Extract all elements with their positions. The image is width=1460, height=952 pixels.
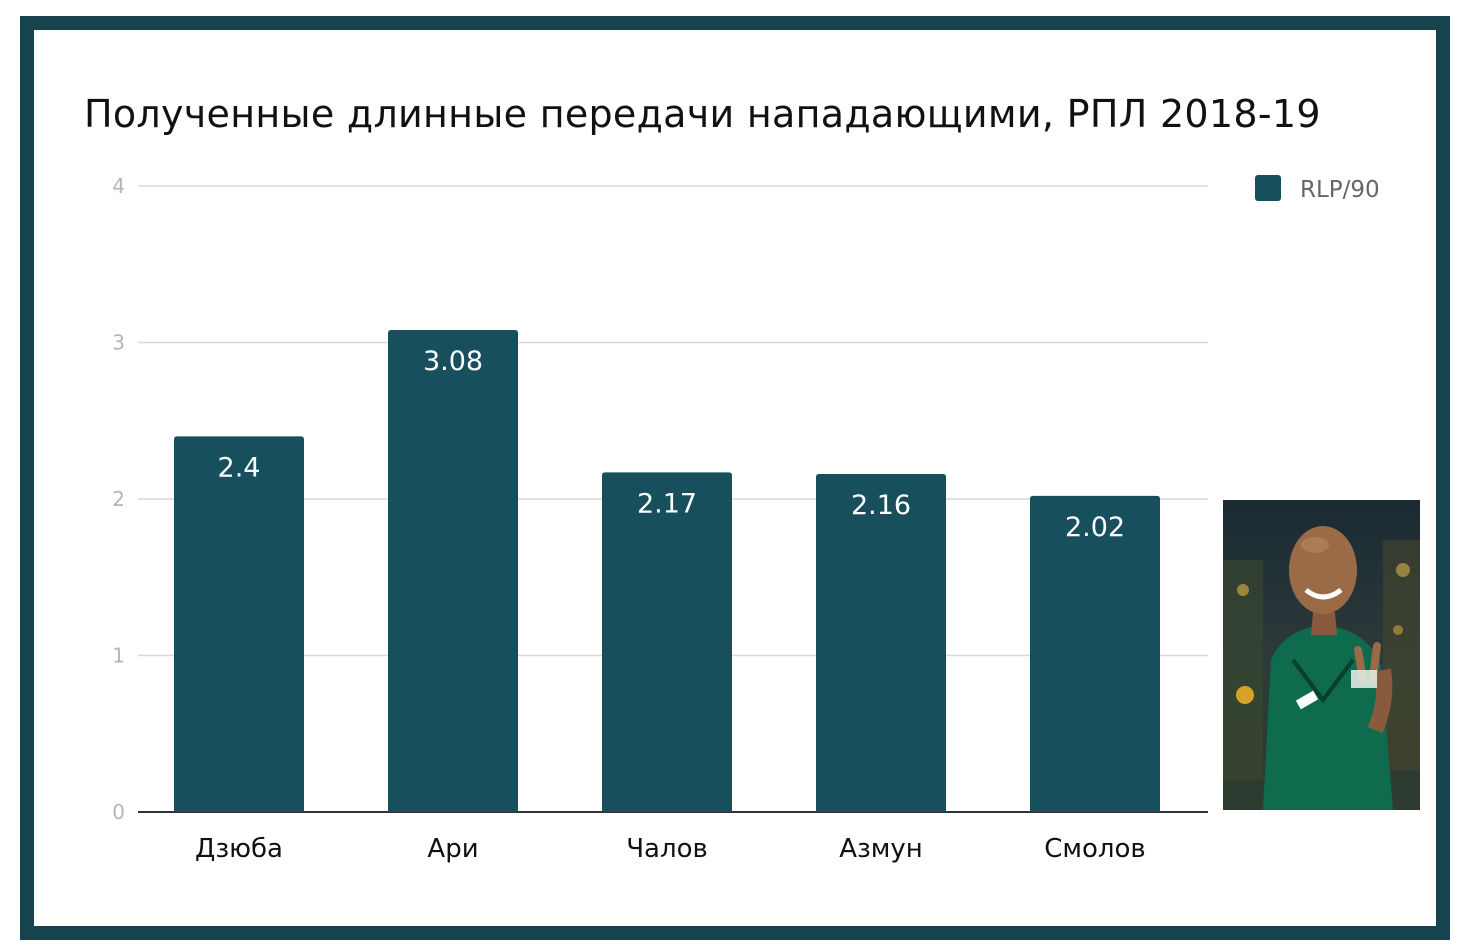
bar-0: [174, 436, 304, 812]
data-label-3: 2.16: [851, 490, 911, 521]
player-photo-icon: [1223, 500, 1420, 810]
data-label-0: 2.4: [218, 452, 261, 483]
bar-3: [816, 473, 946, 812]
y-tick-label-0: 0: [112, 800, 125, 824]
data-label-4: 2.02: [1065, 512, 1125, 543]
bar-layer: 2.4 Дзюба 3.08 Ари 2.17 Чалов 2.16 Азмун 2.02 Смо…: [174, 329, 1160, 864]
x-tick-label-4: Смолов: [1044, 834, 1146, 864]
y-tick-label-2: 2: [112, 487, 125, 511]
x-tick-label-3: Азмун: [839, 834, 923, 864]
x-tick-label-2: Чалов: [626, 834, 708, 864]
legend-swatch: [1255, 175, 1281, 201]
y-tick-label-3: 3: [112, 331, 125, 355]
bar-1: [388, 329, 518, 812]
legend: RLP/90: [1255, 175, 1380, 203]
data-label-2: 2.17: [637, 488, 697, 519]
bar-4: [1030, 495, 1160, 812]
chart-title: Полученные длинные передачи нападающими,…: [84, 92, 1321, 136]
data-label-1: 3.08: [423, 346, 483, 377]
legend-label: RLP/90: [1300, 177, 1380, 203]
y-tick-label-1: 1: [112, 644, 125, 668]
x-tick-label-0: Дзюба: [195, 834, 283, 864]
bar-2: [602, 472, 732, 812]
x-tick-label-1: Ари: [427, 834, 478, 864]
y-tick-label-4: 4: [112, 174, 125, 198]
